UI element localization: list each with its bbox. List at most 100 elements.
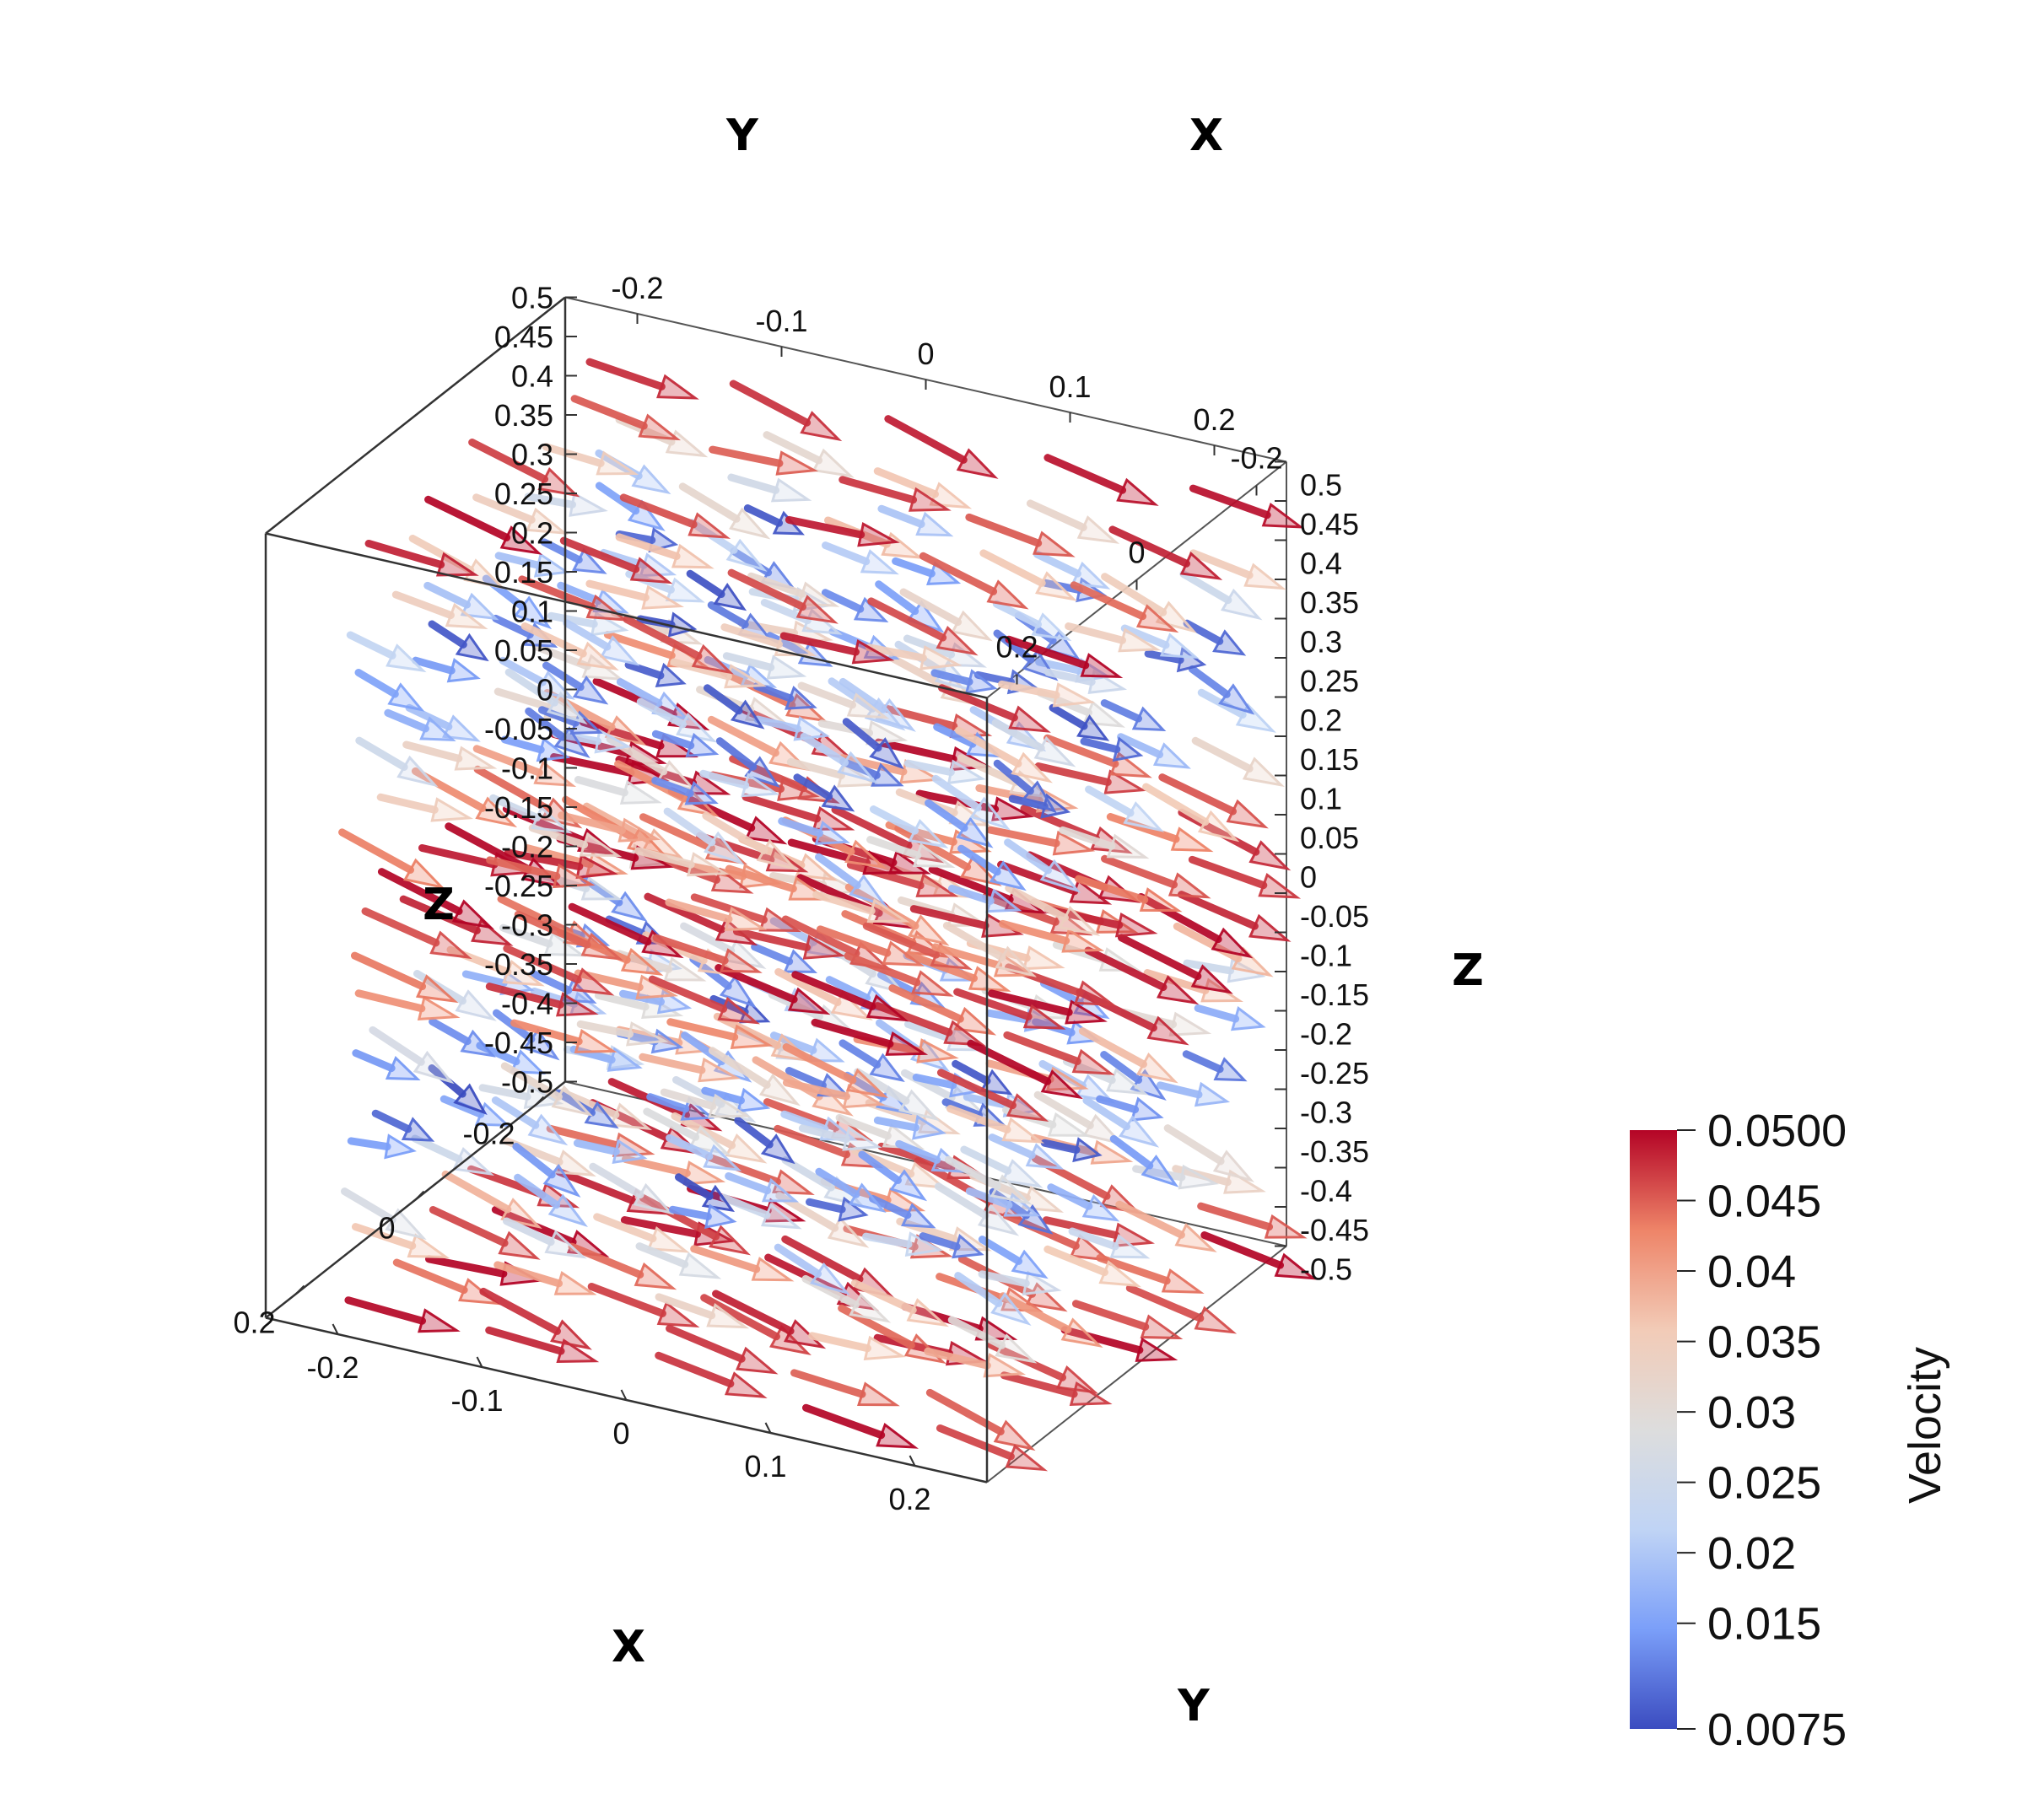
velocity-arrow	[734, 1117, 795, 1165]
z-tick-label: 0.45	[1300, 507, 1359, 541]
velocity-arrow	[651, 730, 720, 757]
velocity-arrow	[573, 1139, 648, 1165]
z-tick-label: 0.1	[511, 595, 553, 629]
velocity-arrow	[593, 1213, 690, 1253]
z-tick-label: -0.1	[1300, 939, 1352, 973]
velocity-arrow	[500, 735, 571, 762]
velocity-arrow	[751, 943, 818, 973]
velocity-arrow	[1000, 1371, 1113, 1407]
velocity-arrow	[1076, 988, 1189, 1046]
velocity-arrow	[1163, 1124, 1255, 1182]
velocity-arrow	[1060, 1326, 1178, 1362]
x-tick-label: 0	[378, 1211, 395, 1246]
axis-ticks: 0.5 0.45 0.4 0.35 0.3 0.25 0.2 0.15 0.1 0.05 0 -0.0…	[233, 271, 1369, 1516]
velocity-arrow	[753, 715, 830, 741]
velocity-arrow	[793, 773, 855, 812]
velocity-arrow	[376, 793, 474, 822]
x-tick-label: -0.2	[1230, 441, 1282, 476]
velocity-arrow	[690, 893, 802, 933]
velocity-arrow	[988, 1133, 1065, 1170]
velocity-arrow	[690, 1245, 795, 1282]
velocity-arrow	[686, 569, 747, 611]
velocity-arrow	[493, 1261, 597, 1295]
z-tick-label: -0.45	[484, 1026, 553, 1060]
velocity-arrow	[616, 678, 690, 721]
y-tick-label: -0.1	[450, 1383, 503, 1418]
velocity-arrow	[665, 898, 768, 931]
velocity-arrow	[708, 1047, 801, 1107]
z-tick-label: 0.25	[494, 477, 553, 511]
z-tick-label: 0.5	[1300, 468, 1342, 503]
velocity-arrow	[619, 493, 731, 539]
velocity-arrow	[1188, 665, 1255, 715]
colorbar-tick-label: 0.04	[1707, 1247, 1796, 1297]
velocity-arrow	[884, 415, 999, 479]
velocity-arrow	[1188, 855, 1302, 899]
velocity-arrow	[589, 1162, 675, 1215]
velocity-arrow	[873, 1002, 987, 1047]
velocity-arrow	[568, 902, 684, 959]
velocity-arrow	[1084, 946, 1200, 1005]
velocity-arrow	[800, 732, 878, 784]
velocity-arrow	[779, 632, 895, 665]
velocity-arrow	[815, 1167, 887, 1213]
velocity-arrow	[520, 622, 619, 671]
velocity-arrows	[338, 358, 1318, 1472]
velocity-arrow	[504, 848, 618, 880]
z-tick-label: 0.3	[1300, 625, 1342, 660]
velocity-arrow	[354, 989, 461, 1021]
z-tick-label: 0.4	[1300, 547, 1342, 581]
velocity-arrow	[411, 1134, 495, 1177]
velocity-arrow	[352, 1049, 421, 1081]
velocity-arrow	[1100, 1051, 1167, 1101]
velocity-arrow	[486, 856, 596, 889]
x-tick-label: 0	[1128, 536, 1145, 570]
colorbar-tick-label: 0.0500	[1707, 1106, 1847, 1156]
velocity-arrow	[811, 1018, 929, 1056]
velocity-arrow	[678, 482, 771, 540]
velocity-arrow	[925, 1388, 1036, 1451]
velocity-arrow	[925, 799, 994, 848]
z-tick-label: -0.25	[484, 869, 553, 903]
velocity-arrow	[472, 745, 577, 788]
velocity-arrow	[954, 1272, 1032, 1326]
y-tick-label: 0.2	[888, 1482, 930, 1516]
velocity-arrow	[991, 719, 1076, 767]
velocity-arrow	[634, 847, 730, 877]
velocity-arrow	[877, 504, 954, 537]
velocity-arrow	[869, 1194, 936, 1229]
velocity-arrow	[542, 443, 639, 476]
velocity-arrow	[1044, 668, 1128, 695]
velocity-arrow	[725, 1172, 800, 1203]
velocity-arrow	[986, 826, 1096, 856]
velocity-arrow	[997, 680, 1096, 708]
z-tick-label: 0.05	[1300, 821, 1359, 855]
velocity-arrow	[858, 1150, 928, 1202]
velocity-arrow	[703, 684, 765, 730]
velocity-arrow	[1059, 826, 1150, 859]
velocity-arrow	[639, 1194, 752, 1256]
velocity-arrow	[668, 1203, 737, 1230]
y-tick-label: 0.1	[1049, 369, 1091, 404]
velocity-arrow	[674, 1173, 735, 1213]
velocity-arrow	[862, 1231, 943, 1257]
velocity-arrow	[350, 951, 459, 1004]
velocity-arrow	[709, 445, 819, 476]
colorbar-tick-label: 0.025	[1707, 1458, 1821, 1509]
velocity-arrow	[346, 631, 427, 673]
box-edge	[265, 532, 988, 699]
velocity-arrow	[489, 794, 573, 834]
velocity-arrow	[424, 495, 542, 555]
velocity-arrow	[559, 536, 673, 584]
z-tick-label: 0.3	[511, 438, 553, 472]
velocity-arrow	[1125, 1284, 1238, 1334]
velocity-arrow	[624, 660, 687, 688]
velocity-arrow	[808, 1332, 907, 1361]
velocity-arrow	[727, 568, 839, 624]
colorbar-tick-label: 0.035	[1707, 1317, 1821, 1368]
velocity-arrow	[666, 1133, 742, 1171]
colorbar: 0.0500 0.045 0.04 0.035 0.03 0.025 0.02 0.015 0.…	[1630, 1106, 1950, 1755]
x-tick-label: 0.2	[233, 1306, 275, 1340]
velocity-arrow	[648, 975, 761, 1025]
x-tick-label: 0.2	[995, 630, 1038, 665]
